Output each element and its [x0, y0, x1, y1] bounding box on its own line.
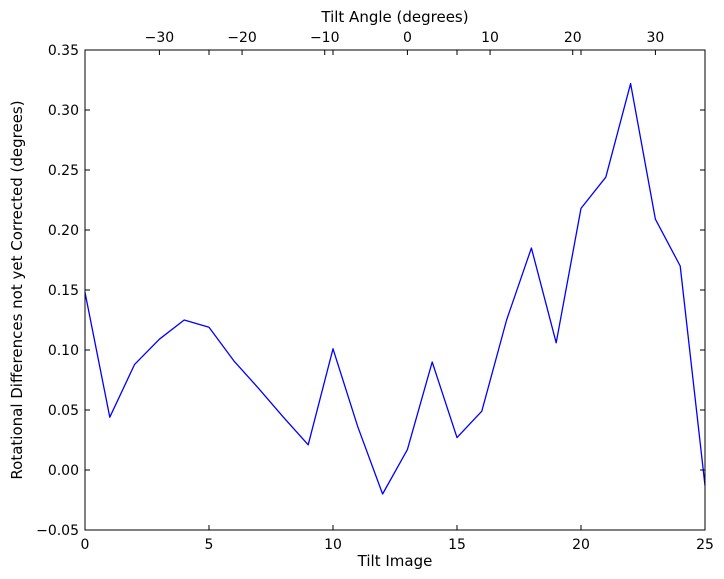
x-tick-label: 25: [696, 537, 714, 553]
x-tick-label: 20: [572, 537, 590, 553]
y-tick-label: 0.15: [48, 283, 79, 299]
y-tick-label: 0.35: [48, 43, 79, 59]
x-axis-title: Tilt Image: [357, 552, 433, 570]
top-x-tick-label: 30: [646, 30, 664, 46]
y-tick-label: 0.30: [48, 103, 79, 119]
y-tick-label: 0.10: [48, 343, 79, 359]
y-tick-label: 0.20: [48, 223, 79, 239]
y-tick-label: −0.05: [36, 523, 79, 539]
top-x-tick-label: −10: [310, 30, 340, 46]
top-x-tick-label: −20: [227, 30, 257, 46]
plot-area: [84, 82, 706, 495]
x-tick-label: 15: [448, 537, 466, 553]
axes: 0 5 10 15 20 25 −0.05 0.00 0.05 0.10 0.15 0.20 0.25 0…: [36, 30, 714, 553]
series-line-0: [84, 82, 706, 495]
top-x-tick-label: 10: [481, 30, 499, 46]
x-tick-label: 10: [324, 537, 342, 553]
top-x-tick-label: 0: [403, 30, 412, 46]
top-x-tick-label: 20: [564, 30, 582, 46]
plot-frame: [84, 49, 706, 531]
x-tick-label: 5: [205, 537, 214, 553]
y-tick-label: 0.00: [48, 463, 79, 479]
x-tick-label: 0: [81, 537, 90, 553]
top-x-tick-label: −30: [145, 30, 175, 46]
top-x-axis-title: Tilt Angle (degrees): [320, 8, 468, 26]
y-axis-title: Rotational Differences not yet Corrected…: [8, 100, 26, 479]
y-tick-label: 0.05: [48, 403, 79, 419]
y-tick-label: 0.25: [48, 163, 79, 179]
